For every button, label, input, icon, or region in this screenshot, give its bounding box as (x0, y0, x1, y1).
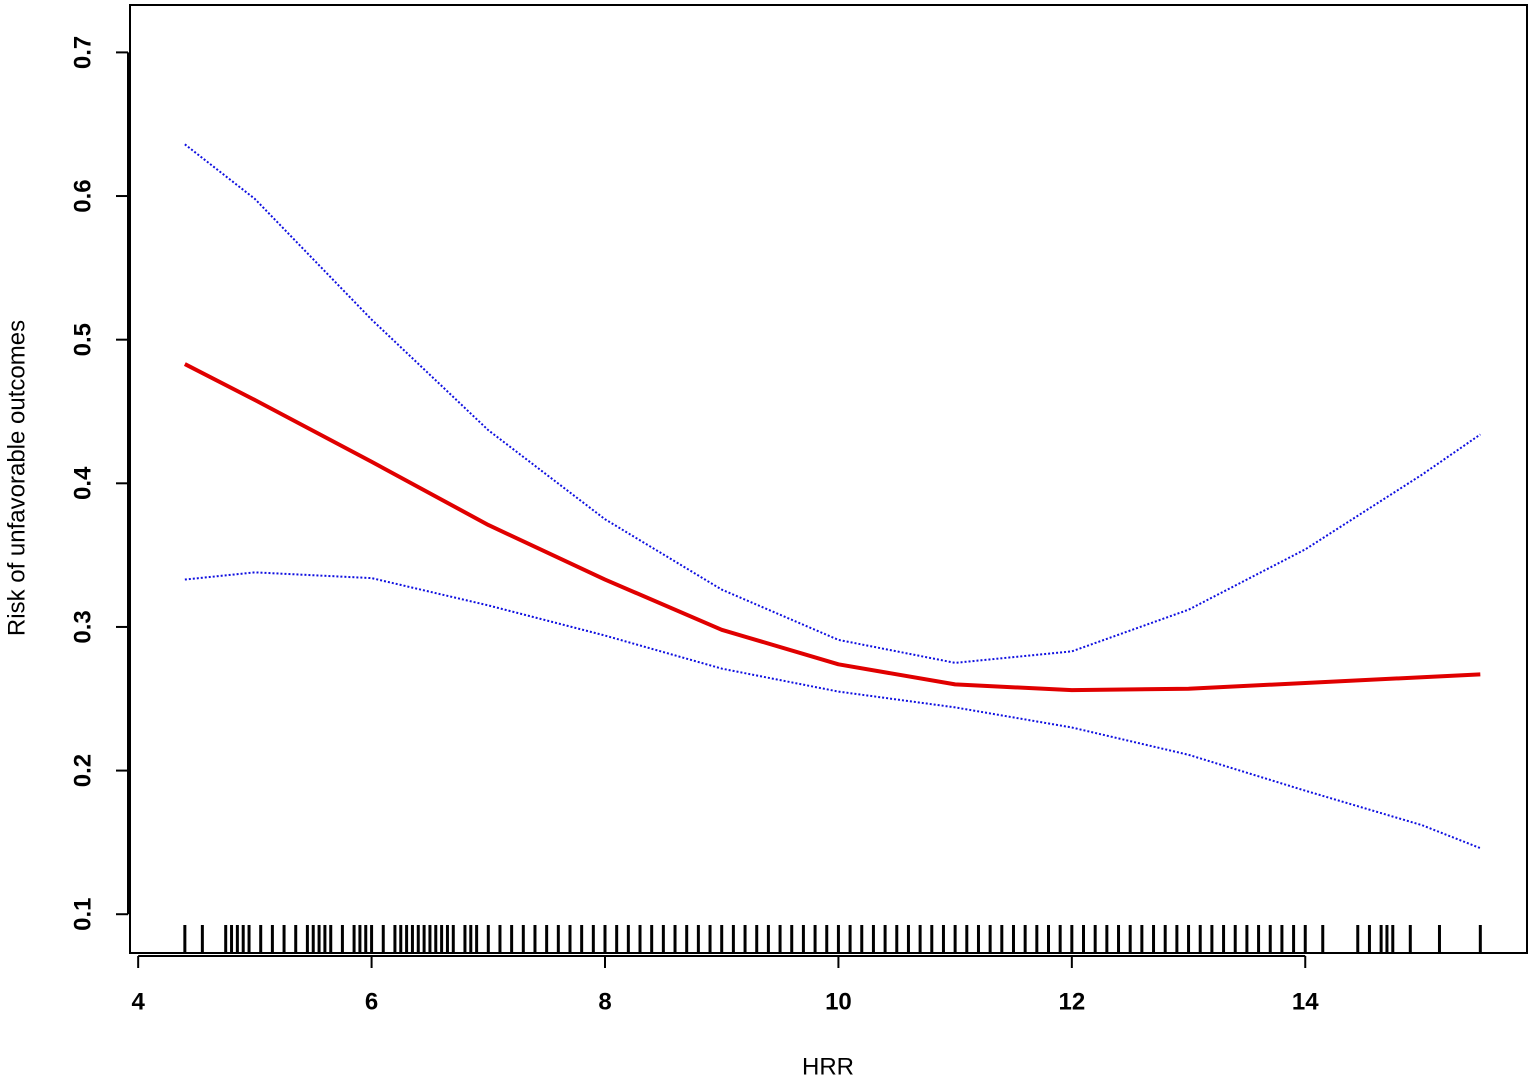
y-tick-label: 0.4 (69, 466, 96, 500)
y-tick-label: 0.1 (69, 898, 96, 931)
series-line (184, 143, 1481, 664)
y-tick-label: 0.2 (69, 754, 96, 787)
x-tick-label: 4 (131, 988, 145, 1015)
plot-frame (129, 4, 1528, 954)
series-line (183, 362, 1481, 693)
y-tick-label: 0.6 (69, 179, 96, 212)
y-tick-label: 0.3 (69, 610, 96, 643)
x-tick-label: 12 (1058, 988, 1085, 1015)
y-tick-label: 0.7 (69, 36, 96, 69)
x-tick-label: 14 (1292, 988, 1319, 1015)
x-tick-label: 8 (598, 988, 611, 1015)
y-axis-label: Risk of unfavorable outcomes (3, 320, 30, 636)
x-axis-label: HRR (802, 1053, 854, 1080)
x-tick-label: 6 (365, 988, 378, 1015)
y-tick-label: 0.5 (69, 323, 96, 356)
x-tick-label: 10 (825, 988, 852, 1015)
series-line (184, 571, 1481, 850)
